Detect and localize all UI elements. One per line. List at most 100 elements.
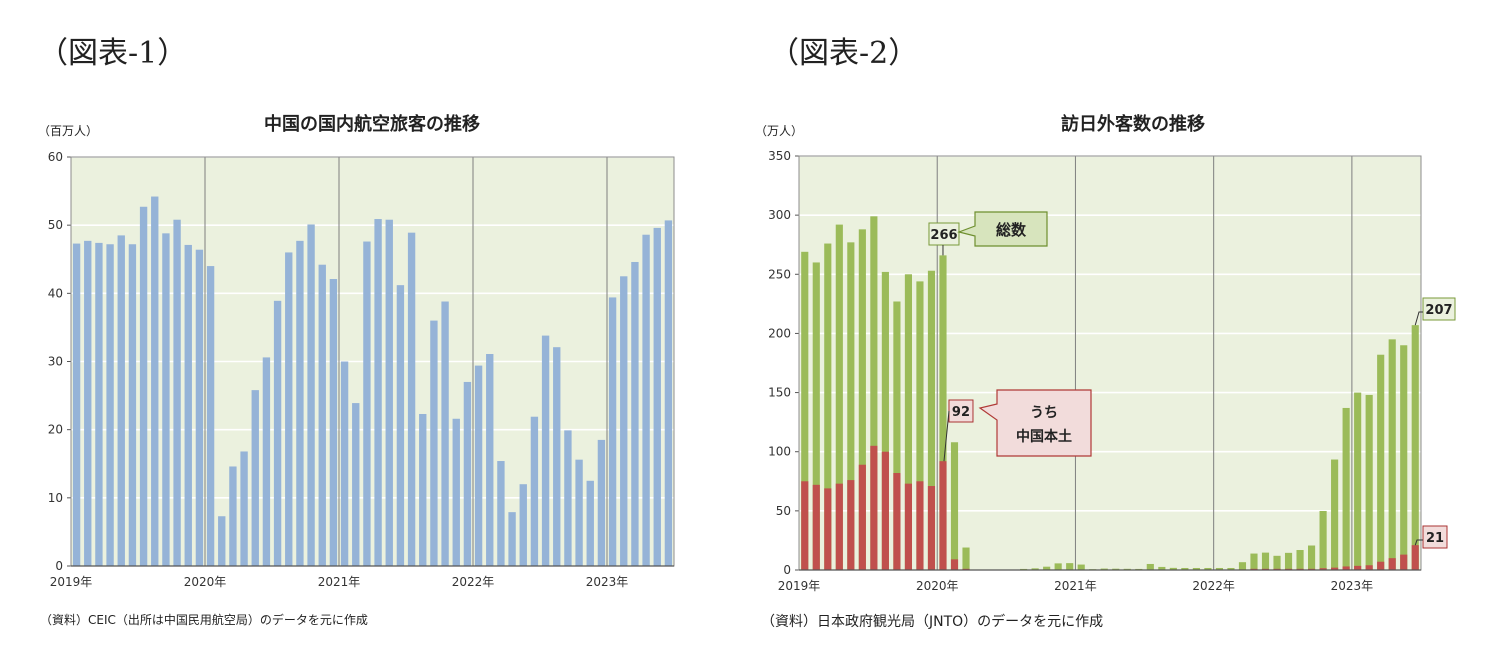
bar-total xyxy=(847,242,855,570)
bar-passengers xyxy=(229,466,237,566)
bar-total xyxy=(1354,392,1362,570)
bar-china xyxy=(1400,554,1408,570)
callout-china xyxy=(978,389,1092,457)
y-tick-label: 40 xyxy=(48,286,63,300)
bar-total xyxy=(881,271,889,570)
bar-chart-visitor-arrivals: 0 50 100 150 200 250 300 350 2019年 2020年 2021年 2022… xyxy=(768,149,1456,593)
bar-passengers xyxy=(95,242,103,566)
source-note: （資料）日本政府観光局（JNTO）のデータを元に作成 xyxy=(761,614,1104,630)
bar-total xyxy=(812,262,820,570)
bar-china xyxy=(950,559,959,570)
bar-passengers xyxy=(72,243,81,567)
bar-passengers xyxy=(84,240,92,566)
bar-total xyxy=(1238,562,1247,570)
bar-total xyxy=(1100,568,1108,570)
bar-china xyxy=(1388,558,1396,570)
bar-china xyxy=(927,486,936,570)
bar-passengers xyxy=(486,354,494,566)
bar-total xyxy=(939,255,947,571)
bar-passengers xyxy=(262,357,271,566)
y-tick-label: 150 xyxy=(768,386,791,400)
bar-china xyxy=(870,445,878,570)
bar-passengers xyxy=(642,234,650,566)
bar-passengers xyxy=(430,320,438,566)
bar-china xyxy=(835,483,843,570)
bar-passengers xyxy=(474,365,483,566)
bar-total xyxy=(1273,555,1281,570)
bar-china xyxy=(858,464,866,570)
bar-passengers xyxy=(575,459,583,566)
bar-passengers xyxy=(296,240,304,566)
y-tick-label: 60 xyxy=(48,150,63,164)
bar-total xyxy=(1377,354,1385,570)
bar-china xyxy=(812,484,820,570)
source-note: （資料）CEIC（出所は中国民用航空局）のデータを元に作成 xyxy=(40,613,368,627)
y-tick-label: 50 xyxy=(48,218,63,232)
bar-total xyxy=(904,274,912,570)
chart-title: 訪日外客数の推移 xyxy=(1061,114,1205,135)
x-tick-label: 2020年 xyxy=(184,575,227,589)
x-tick-label: 2019年 xyxy=(50,575,93,589)
bar-total xyxy=(1146,563,1154,570)
bar-passengers xyxy=(396,285,405,566)
bar-passengers xyxy=(206,266,215,566)
bar-total xyxy=(801,251,809,570)
bar-passengers xyxy=(452,418,460,566)
figure-label: （図表-1） xyxy=(38,36,188,71)
chart-title: 中国の国内航空旅客の推移 xyxy=(264,114,480,135)
y-axis-unit: （百万人） xyxy=(38,124,99,138)
bar-passengers xyxy=(664,220,673,566)
bar-total xyxy=(950,442,959,570)
bar-total xyxy=(962,547,970,570)
bar-total xyxy=(1308,545,1316,570)
x-tick-label: 2023年 xyxy=(1331,579,1374,593)
label-china-21: 21 xyxy=(1426,531,1444,546)
x-tick-label: 2019年 xyxy=(778,579,821,593)
bar-passengers xyxy=(508,512,516,566)
x-tick-label: 2022年 xyxy=(452,575,495,589)
y-tick-label: 300 xyxy=(768,208,791,222)
bar-total xyxy=(1054,563,1062,570)
bar-china xyxy=(1354,565,1362,570)
y-tick-label: 20 xyxy=(48,423,63,437)
x-tick-label: 2022年 xyxy=(1192,579,1235,593)
x-tick-label: 2020年 xyxy=(916,579,959,593)
label-total-207: 207 xyxy=(1425,303,1452,318)
bar-total xyxy=(835,224,843,570)
bar-passengers xyxy=(541,335,550,566)
bar-total xyxy=(1043,566,1051,570)
bar-passengers xyxy=(374,219,382,566)
leader-line xyxy=(1414,311,1423,326)
chart-panel-2: （図表-2） 訪日外客数の推移 （万人） 0 50 100 150 200 250 300 3… xyxy=(747,0,1494,658)
bar-total xyxy=(1411,325,1419,570)
bar-passengers xyxy=(162,233,170,566)
bar-passengers xyxy=(340,361,349,566)
bar-china xyxy=(916,481,924,570)
bar-total xyxy=(1388,339,1396,570)
bar-total xyxy=(1284,552,1293,570)
label-total-266: 266 xyxy=(930,228,957,243)
y-tick-label: 0 xyxy=(55,559,63,573)
bar-total xyxy=(1365,394,1373,570)
bar-total xyxy=(858,229,866,570)
bar-china xyxy=(881,451,889,570)
bar-passengers xyxy=(184,244,192,566)
bar-china xyxy=(1331,567,1339,570)
bar-passengers xyxy=(173,219,181,567)
bar-passengers xyxy=(530,416,539,566)
bar-passengers xyxy=(631,261,639,566)
bar-total xyxy=(1215,567,1223,570)
bar-passengers xyxy=(117,235,125,566)
bar-total xyxy=(1227,567,1235,570)
bar-total xyxy=(1319,510,1327,570)
bar-passengers xyxy=(586,480,594,566)
bar-total xyxy=(1192,567,1200,570)
bar-total xyxy=(1112,568,1120,570)
bar-passengers xyxy=(608,297,617,566)
bar-china xyxy=(1319,568,1327,570)
bar-total xyxy=(870,216,878,570)
bar-total xyxy=(1250,553,1258,570)
bar-total xyxy=(824,243,832,570)
figure-label: （図表-2） xyxy=(769,36,919,71)
bar-china xyxy=(824,488,832,570)
